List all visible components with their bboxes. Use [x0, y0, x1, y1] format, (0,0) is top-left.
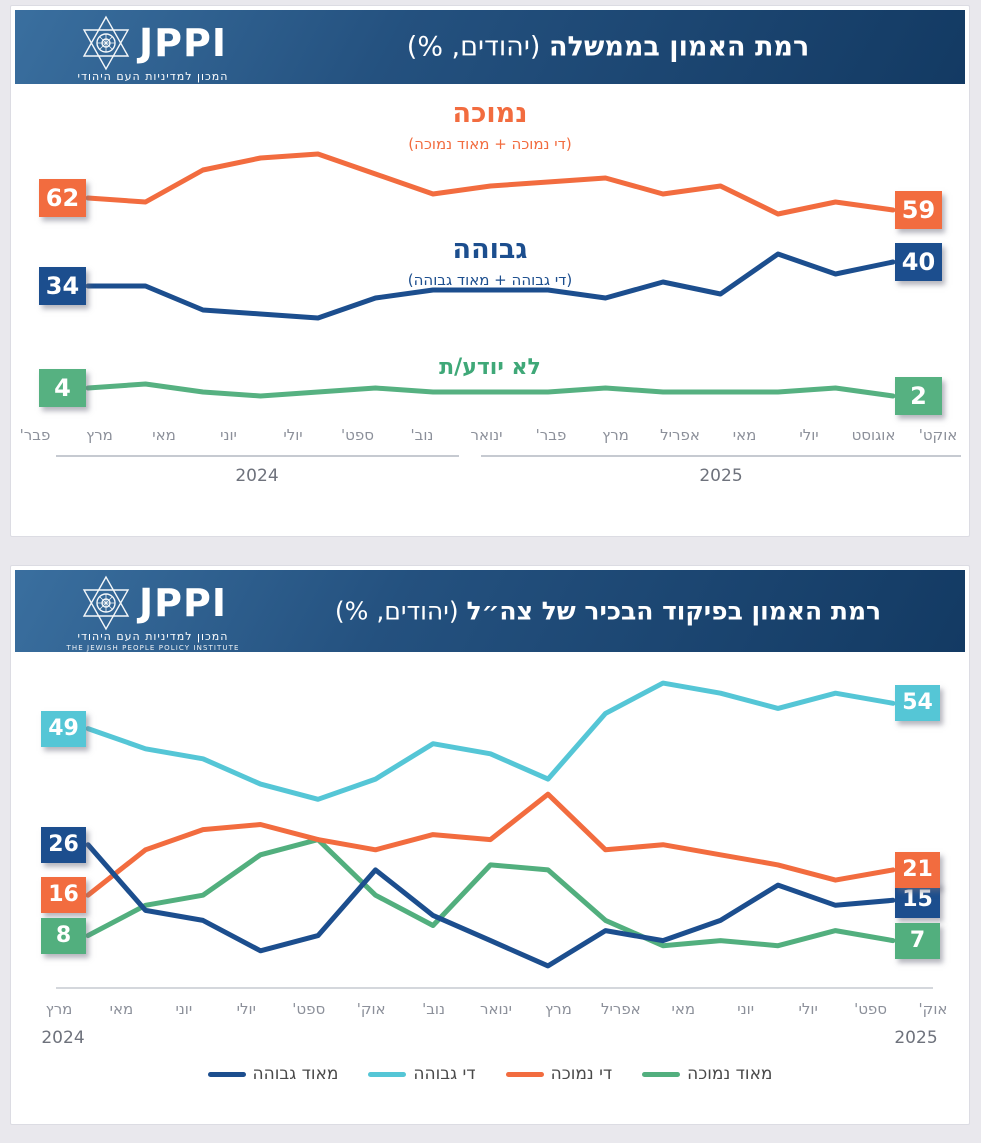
axis-month-label: יוני [175, 1000, 193, 1018]
idf-chart-svg [56, 680, 933, 989]
series-sublabel-low: (די נמוכה + מאוד נמוכה) [408, 135, 572, 153]
series-sublabel-high: (די גבוהה + מאוד גבוהה) [407, 271, 573, 289]
axis-month-label: מאי [732, 426, 757, 444]
chart2-legend: מאוד גבוהה די גבוהה די נמוכה מאוד נמוכה [11, 1064, 969, 1084]
legend-item-2: די נמוכה [505, 1064, 613, 1084]
value-badge: 62 [39, 179, 86, 217]
axis-month-label: מרץ [545, 1000, 572, 1018]
axis-year-label: 2024 [41, 1028, 85, 1048]
series-label-dont-know: לא יודע/ת [439, 355, 541, 380]
legend-item-3: מאוד נמוכה [642, 1064, 772, 1084]
star-of-david-icon [82, 575, 130, 631]
chart1-title: רמת האמון בממשלה (יהודים, %) [406, 31, 810, 63]
value-badge: 8 [41, 917, 86, 954]
value-badge: 16 [41, 877, 86, 914]
axis-month-label: יולי [236, 1000, 256, 1018]
axis-month-label: פבר' [535, 426, 567, 444]
legend-label: די נמוכה [550, 1064, 613, 1084]
logo-hebrew-tagline: המכון למדיניות העם היהודי [77, 630, 229, 643]
logo-english-tagline: THE JEWISH PEOPLE POLICY INSTITUTE [66, 84, 240, 92]
axis-month-label: יוני [737, 1000, 755, 1018]
axis-month-label: נוב' [422, 1000, 446, 1018]
axis-month-label: יולי [283, 426, 303, 444]
jppi-logo: JPPI המכון למדיניות העם היהודי THE JEWIS… [37, 574, 269, 652]
axis-year-label: 2025 [699, 466, 743, 486]
chart1-header: JPPI המכון למדיניות העם היהודי THE JEWIS… [15, 10, 965, 92]
legend-label: מאוד גבוהה [252, 1064, 339, 1084]
value-badge: 4 [39, 369, 86, 407]
axis-month-label: אוקט' [918, 426, 958, 444]
government-chart-svg [56, 151, 961, 457]
government-chart-plot-area: נמוכה (די נמוכה + מאוד נמוכה) גבוהה (די … [11, 6, 969, 536]
axis-month-label: נוב' [410, 426, 434, 444]
axis-month-label: אוק' [356, 1000, 386, 1018]
axis-month-label: מרץ [45, 1000, 73, 1018]
axis-month-label: מאי [152, 426, 176, 444]
logo-text: JPPI [139, 581, 227, 625]
series-line-3 [85, 837, 896, 949]
series-line-1 [85, 251, 896, 321]
axis-month-label: יולי [798, 1000, 818, 1018]
legend-dash-icon [368, 1071, 407, 1077]
value-badge: 34 [39, 267, 86, 305]
axis-month-label: יוני [220, 426, 237, 444]
value-badge: 54 [895, 685, 940, 722]
jppi-logo: JPPI המכון למדיניות העם היהודי THE JEWIS… [37, 14, 269, 92]
series-label-high: גבוהה [452, 234, 528, 265]
logo-text: JPPI [139, 21, 227, 65]
legend-dash-icon [642, 1071, 681, 1077]
legend-label: מאוד נמוכה [687, 1064, 773, 1084]
value-badge: 59 [895, 191, 942, 229]
star-of-david-icon [82, 15, 130, 71]
series-line-2 [85, 791, 896, 898]
logo-english-tagline: THE JEWISH PEOPLE POLICY INSTITUTE [66, 644, 240, 652]
value-badge: 40 [895, 243, 942, 281]
series-line-1 [85, 680, 896, 802]
axis-month-label: מאי [109, 1000, 134, 1018]
axis-month-label: מרץ [86, 426, 113, 444]
axis-year-label: 2025 [894, 1028, 938, 1048]
series-label-low: נמוכה [452, 98, 528, 129]
government-trust-chart-card: נמוכה (די נמוכה + מאוד נמוכה) גבוהה (די … [10, 5, 970, 537]
legend-item-0: מאוד גבוהה [207, 1064, 339, 1084]
idf-chart-plot-area: מאוד גבוהה די גבוהה די נמוכה מאוד נמוכה 26 1… [11, 566, 969, 1124]
axis-month-label: פבר' [19, 426, 51, 444]
axis-month-label: ספט' [292, 1000, 326, 1018]
axis-month-label: ינואר [470, 426, 503, 444]
legend-item-1: די גבוהה [368, 1064, 476, 1084]
series-line-0 [85, 151, 896, 217]
series-line-0 [85, 842, 896, 969]
axis-month-label: ספט' [341, 426, 374, 444]
axis-month-label: ינואר [480, 1000, 512, 1018]
chart2-title: רמת האמון בפיקוד הבכיר של צה״ל (יהודים, … [334, 596, 882, 626]
legend-dash-icon [207, 1071, 246, 1077]
axis-month-label: יולי [799, 426, 819, 444]
legend-label: די גבוהה [413, 1064, 476, 1084]
axis-month-label: אפריל [600, 1000, 641, 1018]
axis-month-label: אוק' [918, 1000, 948, 1018]
value-badge: 26 [41, 826, 86, 863]
value-badge: 7 [895, 922, 940, 959]
value-badge: 21 [895, 851, 940, 888]
chart2-header: JPPI המכון למדיניות העם היהודי THE JEWIS… [15, 570, 965, 652]
axis-year-label: 2024 [235, 466, 279, 486]
axis-month-label: אפריל [660, 426, 700, 444]
legend-dash-icon [505, 1071, 544, 1077]
value-badge: 49 [41, 710, 86, 747]
axis-month-label: אוגוסט [851, 426, 896, 444]
axis-month-label: מרץ [602, 426, 629, 444]
value-badge: 15 [895, 882, 940, 919]
idf-command-trust-chart-card: מאוד גבוהה די גבוהה די נמוכה מאוד נמוכה 26 1… [10, 565, 970, 1125]
value-badge: 2 [895, 377, 942, 415]
axis-month-label: ספט' [854, 1000, 888, 1018]
logo-hebrew-tagline: המכון למדיניות העם היהודי [77, 70, 229, 83]
series-line-2 [85, 381, 896, 399]
axis-month-label: מאי [671, 1000, 696, 1018]
